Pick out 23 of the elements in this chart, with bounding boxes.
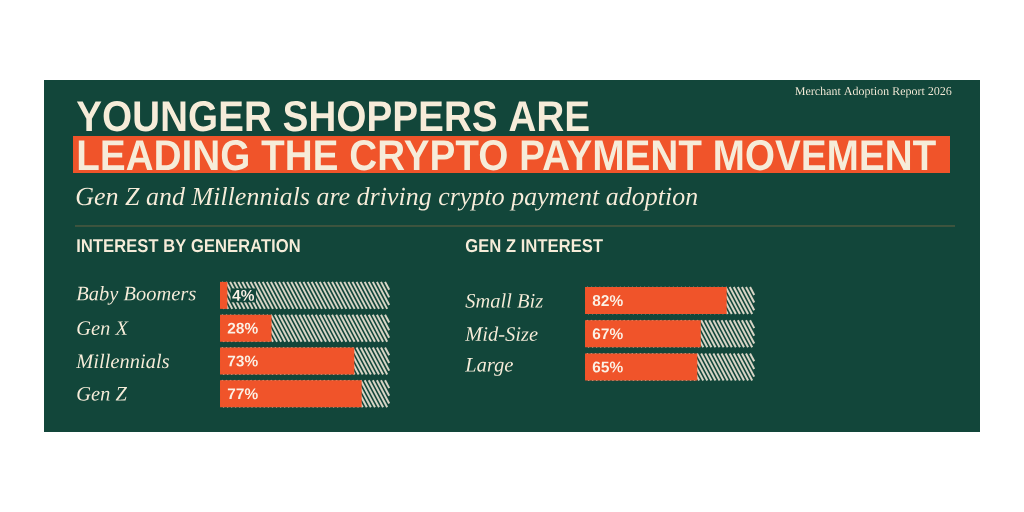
bar [220,380,362,408]
bar [220,281,228,309]
chart-title: INTEREST BY GENERATION [77,239,300,253]
y-tick-label: Large [464,358,513,376]
data-label: 28% [227,322,258,334]
y-tick-label: Millennials [75,353,169,369]
chart-title: GEN Z INTEREST [465,239,603,253]
bar [220,314,272,342]
y-tick-label: Mid-Size [464,326,538,341]
y-tick-label: Gen Z [77,386,128,401]
data-label: 77% [227,388,258,400]
text: YOUNGER SHOPPERS ARE LEADING THE CRYPTO PAYMENT MOVEMENT [76,100,936,171]
data-label: 67% [592,328,623,340]
y-tick-label: Gen X [77,321,129,336]
data-label: 65% [592,361,623,373]
data-label: 4% [232,289,255,301]
text: Gen Z and Millennials are driving crypto payment adoption [76,186,698,211]
y-tick-label: Baby Boomers [76,286,196,305]
text: Merchant Adoption Report 2026 [795,86,952,98]
data-label: 82% [592,295,623,307]
y-tick-label: Small Biz [465,293,543,308]
bar [220,347,355,375]
data-label: 73% [227,355,258,367]
